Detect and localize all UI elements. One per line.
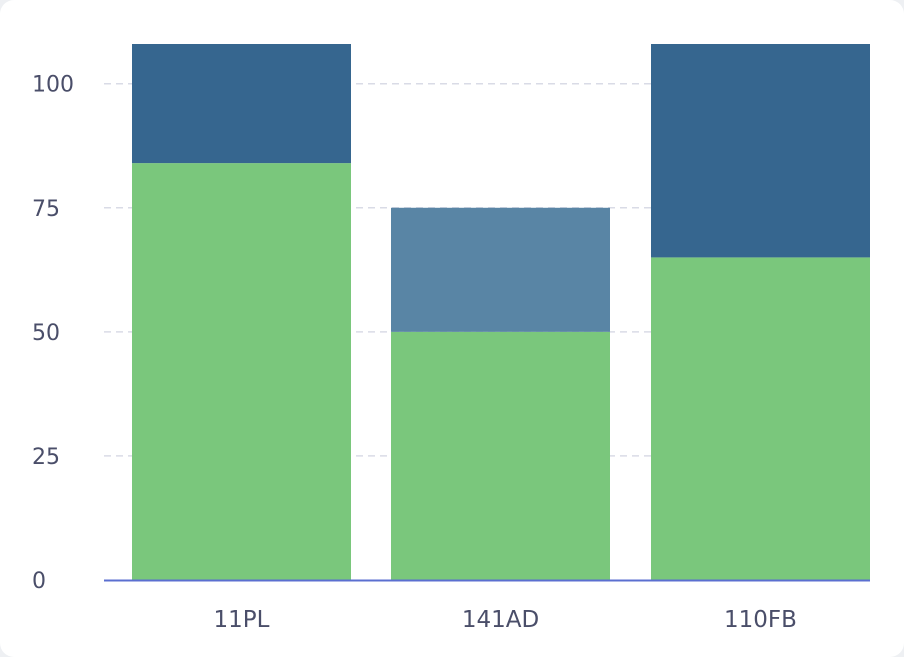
x-tick-label-141AD: 141AD: [462, 607, 539, 633]
bar-11PL-segment-2: [132, 44, 351, 164]
bar-11PL-segment-1: [132, 163, 351, 580]
bar-141AD-segment-2: [391, 207, 610, 332]
bar-110FB-segment-1: [651, 257, 870, 580]
x-tick-label-110FB: 110FB: [724, 607, 797, 633]
y-tick-label-100: 100: [32, 73, 74, 98]
tick-labels: 0 25 50 75 100 11PL 141AD 110FB: [32, 73, 797, 633]
bars: [132, 44, 870, 580]
bar-141AD-segment-1: [391, 331, 610, 580]
y-tick-label-0: 0: [32, 569, 46, 594]
bar-110FB-segment-2: [651, 44, 870, 258]
x-tick-label-11PL: 11PL: [214, 607, 270, 633]
y-tick-label-25: 25: [32, 445, 60, 470]
y-tick-label-75: 75: [32, 197, 60, 222]
y-tick-label-50: 50: [32, 321, 60, 346]
